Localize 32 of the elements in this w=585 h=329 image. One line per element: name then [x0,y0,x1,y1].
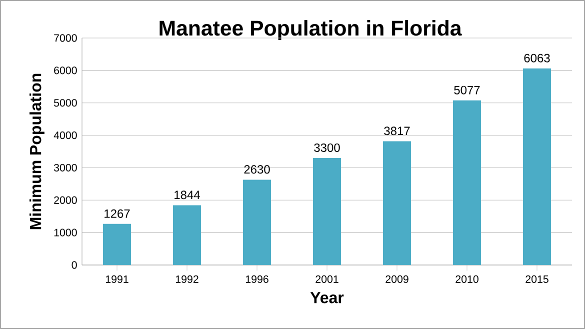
x-axis-title: Year [310,292,344,304]
x-tick-label: 2015 [526,275,548,283]
y-tick-label: 2000 [54,196,77,204]
data-label: 6063 [524,54,550,62]
y-tick-label: 3000 [54,164,77,172]
data-label: 5077 [454,86,480,94]
x-tick-label: 1996 [246,275,268,283]
data-label: 1844 [174,190,200,200]
data-label: 2630 [244,165,270,174]
y-tick-label: 1000 [54,228,77,236]
bar [383,141,411,265]
x-tick-label: 2009 [386,275,408,283]
x-tick-label: 2010 [456,275,478,283]
data-label: 1267 [104,209,130,218]
x-tick-label: 2001 [316,275,338,283]
bar [313,158,342,265]
chart-title: Manatee Population in Florida [160,20,462,40]
y-tick-label: 0 [72,261,77,269]
bar [103,224,131,265]
x-tick-label: 1992 [176,275,198,283]
y-tick-label: 7000 [54,34,77,42]
x-tick-label: 1991 [106,275,128,283]
y-axis-title: Minimum Population [30,74,44,230]
bar [243,180,272,265]
data-label: 3300 [314,143,340,152]
y-tick-label: 5000 [54,99,77,107]
y-tick-label: 6000 [54,66,77,74]
bar [173,205,201,265]
bar [453,100,481,265]
y-tick-label: 4000 [54,132,77,140]
data-label: 3817 [384,126,410,136]
bar [523,68,551,265]
